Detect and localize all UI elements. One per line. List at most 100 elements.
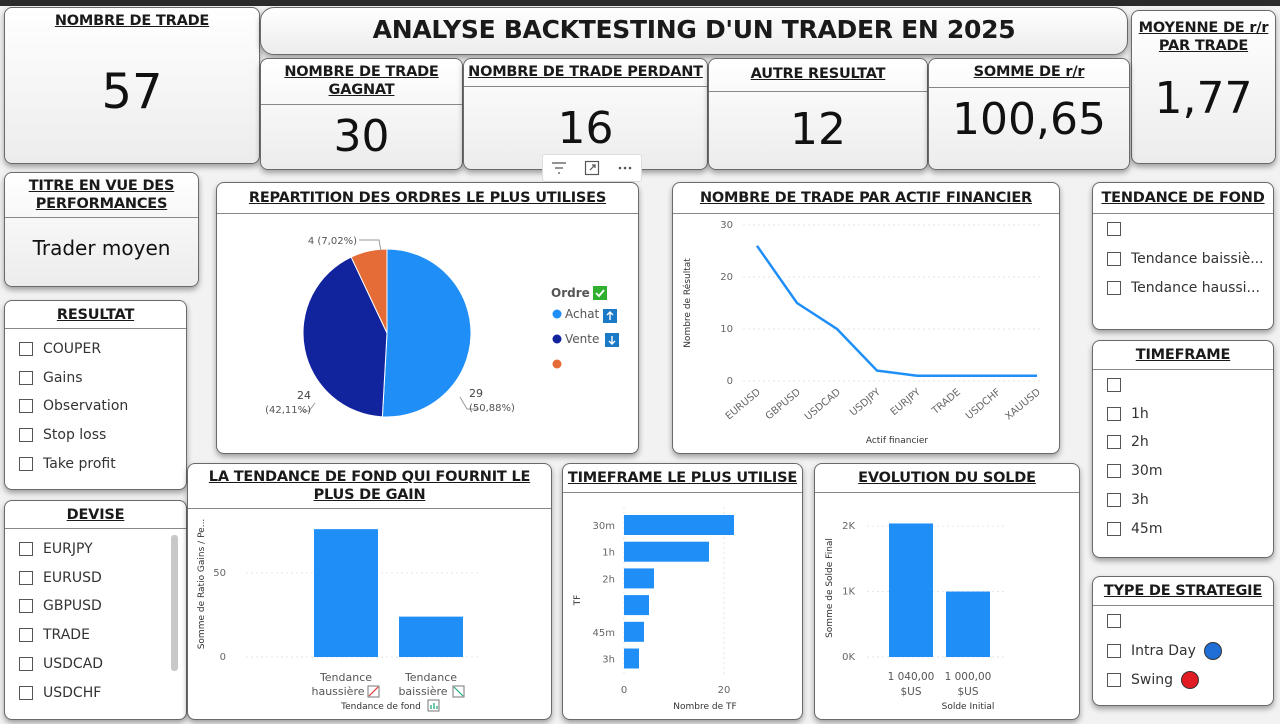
slicer-devise[interactable]: DEVISE EURJPY EURUSD GBPUSD TRADE USDCAD USDC… (4, 500, 187, 720)
line-chart-title: NOMBRE DE TRADE PAR ACTIF FINANCIER (673, 183, 1059, 214)
tf-bar[interactable] (624, 515, 734, 535)
kpi-avg-rr[interactable]: MOYENNE DE r/r PAR TRADE 1,77 (1131, 10, 1276, 164)
checkbox[interactable] (19, 656, 33, 671)
checkbox[interactable] (19, 542, 33, 556)
tf-bar[interactable] (624, 541, 709, 562)
checkbox[interactable] (19, 399, 33, 414)
pie-legend-label[interactable]: Achat (565, 307, 600, 321)
checkbox[interactable] (1107, 281, 1121, 295)
slicer-devise-item[interactable]: EURJPY (19, 539, 93, 559)
tendance-bar-chart-title: LA TENDANCE DE FOND QUI FOURNIT LE PLUS … (188, 464, 551, 509)
kpi-winning[interactable]: NOMBRE DE TRADE GAGNAT 30 (260, 58, 463, 170)
line-series[interactable] (755, 245, 1037, 378)
checkbox[interactable] (1107, 673, 1121, 687)
slicer-timeframe-item[interactable]: 1h (1107, 404, 1149, 424)
slicer-resultat-item[interactable]: COUPER (19, 339, 101, 359)
slicer-resultat-item[interactable]: Stop loss (19, 425, 106, 445)
solde-bar[interactable] (946, 591, 990, 657)
timeframe-bar-chart-card[interactable]: TIMEFRAME LE PLUS UTILISE 0 20 30m 1h 2h 45m 3… (562, 463, 803, 720)
solde-bar-chart-card[interactable]: EVOLUTION DU SOLDE 0K 1K 2K 1 040,00 $US 1 00… (814, 463, 1080, 720)
solde-bar-chart-title: EVOLUTION DU SOLDE (815, 464, 1079, 493)
solde-bar-chart: 0K 1K 2K 1 040,00 $US 1 000,00 $US Solde Initia… (825, 521, 1005, 712)
tf-bar[interactable] (624, 568, 654, 589)
line-chart-card[interactable]: NOMBRE DE TRADE PAR ACTIF FINANCIER 0 10 2… (672, 182, 1060, 454)
checkbox[interactable] (19, 342, 33, 356)
checkbox[interactable] (1107, 643, 1121, 658)
slicer-resultat-item[interactable]: Observation (19, 396, 128, 416)
checkbox[interactable] (1107, 521, 1121, 536)
checkbox[interactable] (1107, 378, 1121, 392)
checkbox[interactable] (19, 428, 33, 443)
slicer-devise-item[interactable]: TRADE (19, 625, 90, 645)
tendance-bar[interactable] (314, 529, 378, 657)
slicer-strategie-item[interactable] (1107, 611, 1131, 631)
tf-bar[interactable] (624, 621, 644, 642)
slicer-item-label: 2h (1131, 434, 1149, 451)
tf-bar[interactable] (624, 595, 649, 616)
slicer-timeframe-item[interactable]: 45m (1107, 519, 1162, 539)
slicer-devise-item[interactable]: USDCAD (19, 654, 103, 674)
slicer-item-label: Tendance haussi... (1131, 280, 1260, 296)
more-options-icon[interactable] (617, 165, 633, 171)
slicer-tendance-item[interactable]: Tendance baissiè... (1107, 249, 1264, 269)
pie-legend-marker[interactable] (552, 309, 562, 319)
kpi-total-trades[interactable]: NOMBRE DE TRADE 57 (4, 7, 260, 164)
pie-legend-label[interactable]: Vente (565, 332, 599, 346)
solde-bar[interactable] (889, 523, 933, 657)
slicer-timeframe-item[interactable]: 3h (1107, 490, 1149, 510)
checkbox[interactable] (19, 599, 33, 614)
slicer-timeframe-item[interactable]: 30m (1107, 461, 1162, 481)
slicer-devise-item[interactable]: USDCHF (19, 683, 101, 703)
slicer-timeframe-item[interactable]: 2h (1107, 432, 1149, 452)
pie-chart-title: REPARTITION DES ORDRES LE PLUS UTILISES (217, 183, 638, 214)
pie-chart-card[interactable]: REPARTITION DES ORDRES LE PLUS UTILISES … (216, 182, 639, 454)
slicer-tendance-item[interactable]: Tendance haussi... (1107, 278, 1260, 298)
slicer-strategie-item[interactable]: Intra Day (1107, 641, 1222, 661)
slicer-devise-item[interactable]: GBPUSD (19, 596, 102, 616)
pie-legend-marker[interactable] (552, 359, 562, 369)
tf-y-tick: 1h (602, 548, 615, 559)
checkbox[interactable] (1107, 406, 1121, 421)
pie-data-label: 24 (297, 389, 311, 402)
kpi-sum-rr[interactable]: SOMME DE r/r 100,65 (928, 58, 1130, 170)
checkbox[interactable] (19, 456, 33, 471)
checkbox[interactable] (1107, 614, 1121, 628)
slicer-strategie[interactable]: TYPE DE STRATEGIE Intra Day Swing (1092, 576, 1274, 706)
slicer-resultat-item[interactable]: Take profit (19, 454, 116, 474)
slicer-tendance[interactable]: TENDANCE DE FOND Tendance baissiè... Tend… (1092, 182, 1274, 330)
tendance-bar-chart-card[interactable]: LA TENDANCE DE FOND QUI FOURNIT LE PLUS … (187, 463, 552, 720)
filter-icon[interactable] (551, 161, 567, 175)
pie-slice[interactable] (302, 256, 388, 418)
slicer-devise-item[interactable]: EURUSD (19, 568, 102, 588)
dashboard-title: ANALYSE BACKTESTING D'UN TRADER EN 2025 (372, 15, 1016, 44)
pie-legend-marker[interactable] (552, 334, 562, 344)
focus-mode-icon[interactable] (584, 160, 600, 176)
line-x-tick: USDCAD (803, 387, 843, 423)
kpi-losing[interactable]: NOMBRE DE TRADE PERDANT 16 (463, 58, 708, 170)
checkbox[interactable] (19, 570, 33, 585)
tf-bar[interactable] (624, 648, 639, 669)
tendance-bar[interactable] (399, 616, 463, 657)
checkbox[interactable] (1107, 251, 1121, 266)
checkbox[interactable] (1107, 492, 1121, 507)
pie-slice[interactable] (381, 248, 472, 418)
slicer-resultat[interactable]: RESULTAT COUPER Gains Observation Stop loss… (4, 300, 187, 490)
checkbox[interactable] (19, 685, 33, 700)
checkbox[interactable] (1107, 222, 1121, 236)
slicer-strategie-item[interactable]: Swing (1107, 670, 1199, 690)
kpi-other[interactable]: AUTRE RESULTAT 12 (708, 58, 928, 170)
slicer-devise-scrollbar[interactable] (171, 535, 178, 671)
checkbox[interactable] (1107, 435, 1121, 450)
checkbox[interactable] (19, 628, 33, 643)
slicer-resultat-title: RESULTAT (5, 301, 186, 329)
slicer-timeframe[interactable]: TIMEFRAME 1h 2h 30m 3h 45m (1092, 340, 1274, 558)
slicer-resultat-item[interactable]: Gains (19, 368, 82, 388)
timeframe-bar-chart: 0 20 30m 1h 2h 45m 3h Nombre de TF TF (573, 507, 737, 712)
checkbox[interactable] (19, 370, 33, 385)
kpi-performance[interactable]: TITRE EN VUE DES PERFORMANCES Trader moy… (4, 172, 199, 287)
pie-slice[interactable] (350, 248, 388, 334)
tendance-x-axis-title: Tendance de fond (340, 702, 421, 712)
checkbox[interactable] (1107, 464, 1121, 479)
slicer-timeframe-item[interactable] (1107, 375, 1131, 395)
slicer-tendance-item[interactable] (1107, 219, 1131, 239)
